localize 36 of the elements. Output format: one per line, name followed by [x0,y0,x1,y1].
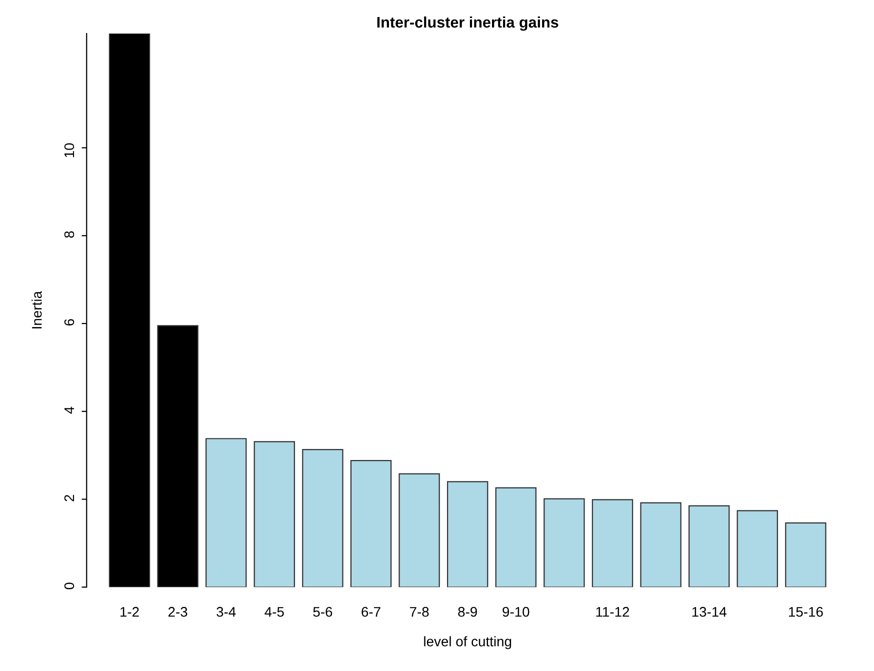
x-tick-label: 5-6 [313,606,332,617]
y-tick-label: 10 [64,143,74,158]
x-tick-label: 8-9 [458,606,477,617]
y-axis-title: Inertia [32,291,42,328]
x-axis-title: level of cutting [424,636,512,650]
bar [205,438,247,588]
x-tick-label: 2-3 [168,606,188,617]
chart-title: Inter-cluster inertia gains [377,16,558,31]
x-tick-label: 7-8 [410,606,429,617]
bar [495,487,536,588]
bar [640,502,682,588]
x-tick-label: 6-7 [362,606,380,617]
y-tick-label: 8 [64,231,74,238]
x-tick-label: 4-5 [264,607,284,617]
bar [157,325,198,588]
x-tick-label: 1-2 [120,606,139,617]
bar [302,449,344,588]
bar [108,34,150,588]
x-tick-label: 3-4 [216,606,236,617]
bar [544,498,585,588]
bar [785,522,826,588]
bar [446,481,488,588]
y-tick-label: 4 [64,406,74,414]
bar [350,460,392,588]
bar [254,441,295,588]
bar [736,510,778,588]
bar [688,505,730,588]
x-tick-label: 11-12 [596,606,630,617]
bar [398,473,440,588]
y-tick-label: 0 [64,582,74,590]
x-tick-label: 9-10 [502,606,530,617]
y-tick-label: 6 [64,319,74,326]
x-tick-label: 15-16 [788,606,823,617]
bar [592,499,634,588]
x-tick-label: 13-14 [692,606,726,617]
y-tick-label: 2 [64,494,74,502]
